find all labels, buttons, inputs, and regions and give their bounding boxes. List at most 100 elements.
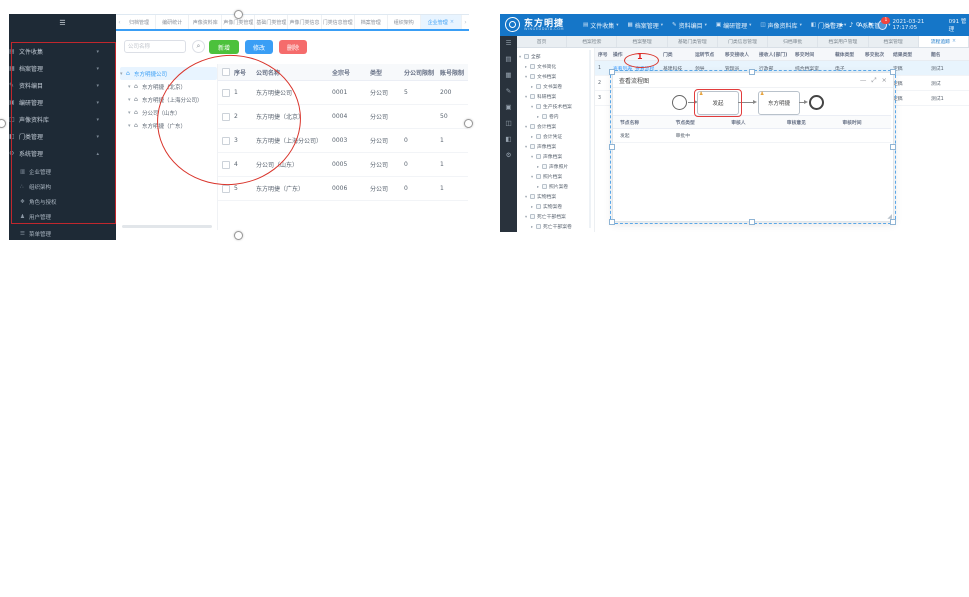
table-row[interactable]: 4 分公司（山东） 0005 分公司 0 1 <box>218 153 468 177</box>
tab[interactable]: 归档管理 <box>123 15 157 29</box>
caret-icon[interactable]: ▸ <box>531 133 534 139</box>
caret-icon[interactable]: ▾ <box>525 143 528 149</box>
caret-icon[interactable]: ▾ <box>128 83 131 90</box>
search-input[interactable] <box>124 40 186 53</box>
caret-icon[interactable]: ▾ <box>531 173 534 179</box>
tab[interactable]: 归档审批 <box>768 36 819 47</box>
sidebar-subitem-company[interactable]: ▥ 企业管理 <box>0 165 107 178</box>
row-checkbox[interactable] <box>222 184 230 193</box>
table-row[interactable]: 5 东方明捷（广东） 0006 分公司 0 1 <box>218 177 468 201</box>
sidebar-subitem-roles[interactable]: ❖ 角色与授权 <box>0 195 107 208</box>
tree-node[interactable]: ▾ 生产技术档案 <box>517 101 594 111</box>
selection-handle[interactable] <box>609 69 615 75</box>
selection-handle-right[interactable] <box>464 119 473 128</box>
header-username[interactable]: 091 管理 <box>948 19 967 33</box>
nav-item-file-collect[interactable]: ▤ 文件收集 ▾ <box>583 21 618 30</box>
nav-item-archive[interactable]: ▦ 档案管理 ▾ <box>627 21 662 30</box>
bell-icon[interactable]: ⚑ <box>867 21 874 29</box>
close-icon[interactable]: × <box>951 39 956 44</box>
tab[interactable]: 声像门类管理 <box>222 15 256 29</box>
tab-scroll-left-icon[interactable]: ‹ <box>118 18 121 26</box>
tree-node[interactable]: ▸ 文书简化 <box>517 61 594 71</box>
close-icon[interactable]: × <box>881 75 887 84</box>
table-row[interactable]: 1 东方明捷公司 0001 分公司 5 200 <box>218 81 468 105</box>
caret-icon[interactable]: ▸ <box>531 223 534 229</box>
selection-handle[interactable] <box>890 69 896 75</box>
tree-node[interactable]: ▾ ⌂ 东方明捷（北京） <box>120 80 217 93</box>
nav-item-category[interactable]: ◧ 门类管理 ▾ <box>811 21 846 30</box>
caret-icon[interactable]: ▾ <box>128 109 131 116</box>
caret-icon[interactable]: ▾ <box>519 53 522 59</box>
tab-home[interactable]: 首页 <box>517 36 568 47</box>
table-row[interactable]: 2 东方明捷（北京） 0004 分公司 50 <box>218 105 468 129</box>
tab[interactable]: 门类信息管理 <box>718 36 769 47</box>
flow-node-company[interactable]: ♟ 东方明捷 <box>758 91 800 115</box>
tree-node-root[interactable]: ▾ ⌂ 东方明捷公司 <box>120 67 217 80</box>
sidebar-subitem-users[interactable]: ♟ 用户管理 <box>0 210 107 223</box>
tab-active-company-management[interactable]: 企业管理 × <box>420 15 462 29</box>
caret-icon[interactable]: ▾ <box>531 153 534 159</box>
caret-icon[interactable]: ▾ <box>120 70 123 77</box>
selection-handle-top[interactable] <box>234 10 243 19</box>
flow-node-initiate[interactable]: ♟ 发起 <box>697 91 739 115</box>
caret-icon[interactable]: ▸ <box>537 163 540 169</box>
table-row[interactable]: 发起 审批中 <box>613 129 891 143</box>
fullscreen-icon[interactable]: ⤢ <box>828 20 834 29</box>
door-icon[interactable]: ◧ <box>505 135 512 143</box>
pencil-icon[interactable]: ✎ <box>505 87 512 95</box>
view-flow-link[interactable]: 查看流程 <box>635 66 655 72</box>
tab[interactable]: 编研统计 <box>156 15 190 29</box>
tab[interactable]: 基础门类管理 <box>255 15 289 29</box>
sidebar-subitem-menu[interactable]: ☰ 菜单管理 <box>0 227 107 240</box>
tree-node[interactable]: ▾ ⌂ 分公司（山东） <box>120 106 217 119</box>
caret-icon[interactable]: ▾ <box>128 96 131 103</box>
search-button[interactable]: ⌕ <box>192 40 205 53</box>
audio-icon[interactable]: ♪ <box>849 21 854 29</box>
table-row[interactable]: 3 东方明捷（上海分公司） 0003 分公司 0 1 <box>218 129 468 153</box>
selection-handle[interactable] <box>749 69 755 75</box>
tree-node[interactable]: ▸ 实物案卷 <box>517 201 594 211</box>
tab[interactable]: 档案用户管理 <box>818 36 869 47</box>
selection-handle[interactable] <box>890 219 896 225</box>
row-checkbox[interactable] <box>222 160 230 169</box>
tab[interactable]: 声像资料库 <box>189 15 223 29</box>
sidebar-collapse-icon[interactable]: ☰ <box>59 19 66 27</box>
menu-icon[interactable]: ☰ <box>505 39 512 47</box>
tree-node[interactable]: ▾ ⌂ 东方明捷（上海分公司） <box>120 93 217 106</box>
tree-vertical-scrollbar[interactable] <box>589 50 591 228</box>
selection-handle[interactable] <box>609 144 615 150</box>
delete-button[interactable]: 删除 <box>279 40 307 54</box>
tree-node[interactable]: ▾ ⌂ 东方明捷（广东） <box>120 119 217 132</box>
tree-node[interactable]: ▾ 科研档案 <box>517 91 594 101</box>
caret-icon[interactable]: ▾ <box>525 213 528 219</box>
tree-node[interactable]: ▸ 声像照片 <box>517 161 594 171</box>
caret-icon[interactable]: ▾ <box>525 123 528 129</box>
add-button[interactable]: 新增 <box>209 40 239 54</box>
row-checkbox[interactable] <box>222 136 230 145</box>
archive-icon[interactable]: ▦ <box>505 71 512 79</box>
selection-handle[interactable] <box>609 219 615 225</box>
row-checkbox[interactable] <box>222 112 230 121</box>
tree-node[interactable]: ▸ 卷内 <box>517 111 594 121</box>
tree-node[interactable]: ▾ 文书档案 <box>517 71 594 81</box>
tree-node[interactable]: ▾ 会计档案 <box>517 121 594 131</box>
tree-horizontal-scrollbar[interactable] <box>122 225 212 228</box>
nav-item-catalog[interactable]: ✎ 资料编目 ▾ <box>672 21 707 30</box>
tab[interactable]: 基础门类管理 <box>668 36 718 47</box>
tab[interactable]: 档案管理 <box>869 36 919 47</box>
tree-node[interactable]: ▾ 声像档案 <box>517 141 594 151</box>
caret-icon[interactable]: ▸ <box>537 113 540 119</box>
board-icon[interactable]: ▣ <box>505 103 512 111</box>
caret-icon[interactable]: ▸ <box>531 203 534 209</box>
media-icon[interactable]: ◫ <box>505 119 512 127</box>
tree-node[interactable]: ▾ 全部 <box>517 51 594 61</box>
tree-node[interactable]: ▾ 死亡干部档案 <box>517 211 594 221</box>
select-all-checkbox[interactable] <box>222 68 230 76</box>
selection-handle-bottom[interactable] <box>234 231 243 240</box>
nav-item-system[interactable]: ⚙ 系统管理 ▾ <box>855 21 890 30</box>
tree-node[interactable]: ▾ 照片档案 <box>517 171 594 181</box>
tree-node[interactable]: ▾ 声像档案 <box>517 151 594 161</box>
tab[interactable]: 门类信息管理 <box>322 15 355 29</box>
caret-icon[interactable]: ▸ <box>537 183 540 189</box>
close-icon[interactable]: × <box>449 19 455 25</box>
